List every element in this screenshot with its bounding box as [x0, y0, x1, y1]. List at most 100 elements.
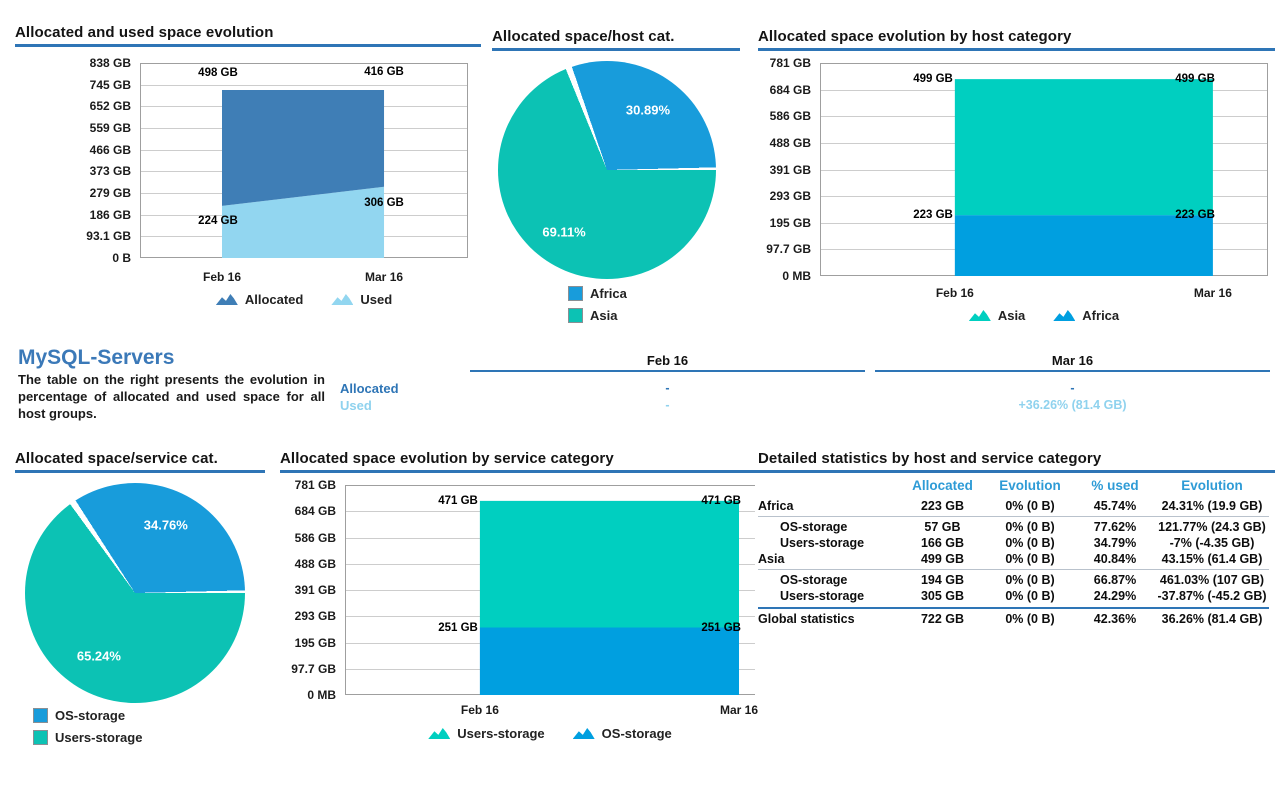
y-axis-tick-label: 93.1 GB — [86, 229, 131, 243]
data-point-label: 498 GB — [198, 66, 238, 79]
area-series-icon — [572, 728, 595, 739]
series-area-allocated — [222, 89, 385, 206]
y-axis-tick-label: 391 GB — [769, 163, 811, 177]
title-underline — [15, 470, 265, 473]
summary-allocated-mar: - — [1070, 381, 1075, 395]
area-series-icon — [428, 728, 451, 739]
y-axis-tick-label: 781 GB — [769, 56, 811, 70]
y-axis-tick-label: 745 GB — [89, 78, 131, 92]
legend-item-os-storage: OS-storage — [572, 726, 672, 741]
data-point-label: 471 GB — [438, 494, 478, 507]
host-category-pie-chart: 30.89% 69.11% Africa Asia — [492, 28, 740, 333]
chart-legend: Allocated Used — [140, 292, 468, 307]
pie-series-swatch — [33, 708, 48, 723]
stats-row: Users-storage 305 GB 0% (0 B) 24.29% -37.87%… — [758, 588, 1269, 604]
series-area-used — [222, 186, 385, 258]
y-axis-tick-label: 279 GB — [89, 186, 131, 200]
chart-legend: OS-storage Users-storage — [33, 708, 142, 745]
stats-cell: 34.79% — [1093, 536, 1137, 550]
legend-item-users-storage: Users-storage — [33, 730, 142, 745]
service-category-area-chart: 781 GB 684 GB 586 GB 488 GB 391 GB 293 GB 195 … — [280, 450, 758, 760]
pie-series-swatch — [568, 308, 583, 323]
area-series-icon — [1053, 310, 1076, 321]
y-axis-tick-label: 488 GB — [769, 136, 811, 150]
section-area-service-category: Allocated space evolution by service cat… — [280, 450, 758, 760]
stats-cell: 194 GB — [920, 573, 965, 587]
y-axis-tick-label: 781 GB — [294, 478, 336, 492]
legend-label: OS-storage — [601, 726, 672, 741]
legend-label: Users-storage — [457, 726, 545, 741]
stats-cell: 40.84% — [1093, 552, 1137, 566]
pie-circle — [25, 483, 245, 703]
title-underline — [758, 470, 1275, 473]
stats-cell: 0% (0 B) — [1005, 536, 1055, 550]
stats-header-evolution: Evolution — [999, 478, 1061, 493]
x-axis-label: Feb 16 — [935, 286, 974, 300]
stats-cell: 66.87% — [1093, 573, 1137, 587]
stats-cell: 722 GB — [920, 612, 965, 626]
stacked-area-series — [479, 500, 740, 695]
stacked-area-series — [954, 79, 1213, 276]
table-title: Detailed statistics by host and service … — [758, 450, 1102, 467]
stats-header--used: % used — [1091, 478, 1139, 493]
legend-label: Asia — [590, 308, 618, 323]
y-axis-tick-label: 195 GB — [769, 216, 811, 230]
summary-row-label-used: Used — [340, 398, 372, 413]
summary-col-underline — [470, 370, 865, 372]
y-axis-tick-label: 391 GB — [294, 583, 336, 597]
y-axis-tick-label: 466 GB — [89, 143, 131, 157]
title-underline — [15, 44, 481, 47]
stats-cell: 24.31% (19.9 GB) — [1161, 499, 1263, 513]
stats-cell: 0% (0 B) — [1005, 573, 1055, 587]
y-axis-tick-label: 488 GB — [294, 557, 336, 571]
y-axis-tick-label: 373 GB — [89, 164, 131, 178]
stats-row-name: OS-storage — [780, 520, 848, 534]
stats-cell: 305 GB — [920, 589, 965, 603]
legend-item-os-storage: OS-storage — [33, 708, 142, 723]
section-pie-service-category: Allocated space/service cat. 34.76% 65.24… — [15, 450, 265, 760]
stats-row: OS-storage 194 GB 0% (0 B) 66.87% 461.03% (1… — [758, 572, 1269, 588]
stats-row-name: OS-storage — [780, 573, 848, 587]
chart-legend: Asia Africa — [820, 308, 1268, 323]
legend-item-allocated: Allocated — [215, 292, 304, 307]
y-axis-tick-label: 838 GB — [89, 56, 131, 70]
allocated-used-area-chart: 838 GB 745 GB 652 GB 559 GB 466 GB 373 GB 279 … — [15, 24, 481, 329]
y-axis-tick-label: 0 MB — [782, 269, 811, 283]
chart-title: Allocated space/service cat. — [15, 450, 218, 467]
legend-label: Asia — [997, 308, 1026, 323]
y-axis-tick-label: 586 GB — [769, 109, 811, 123]
stats-header-name — [758, 478, 900, 498]
pie-percentage-label: 34.76% — [143, 517, 188, 533]
legend-label: Africa — [1082, 308, 1120, 323]
stats-header-evolution: Evolution — [1181, 478, 1243, 493]
stats-cell: 121.77% (24.3 GB) — [1158, 520, 1266, 534]
y-axis-tick-label: 293 GB — [294, 609, 336, 623]
area-series-icon — [215, 294, 238, 305]
pie-series-swatch — [568, 286, 583, 301]
y-axis-tick-label: 586 GB — [294, 531, 336, 545]
x-axis-label: Mar 16 — [365, 270, 404, 284]
stats-cell: -7% (-4.35 GB) — [1169, 536, 1255, 550]
chart-title: Allocated and used space evolution — [15, 24, 274, 41]
host-category-area-chart: 781 GB 684 GB 586 GB 488 GB 391 GB 293 GB 195 … — [758, 28, 1275, 333]
summary-row-label-allocated: Allocated — [340, 381, 399, 396]
stats-row: Global statistics 722 GB 0% (0 B) 42.36% 36.… — [758, 611, 1269, 627]
legend-item-africa: Africa — [568, 286, 627, 301]
summary-paragraph: The table on the right presents the evol… — [18, 372, 325, 421]
y-axis-tick-label: 684 GB — [769, 83, 811, 97]
chart-title: Allocated space evolution by service cat… — [280, 450, 614, 467]
x-axis-label: Feb 16 — [460, 703, 499, 717]
stats-cell: 499 GB — [920, 552, 965, 566]
stats-cell: 42.36% — [1093, 612, 1137, 626]
title-underline — [758, 48, 1275, 51]
service-category-pie-chart: 34.76% 65.24% OS-storage Users-storage — [15, 450, 265, 760]
legend-label: Africa — [590, 286, 627, 301]
y-axis-tick-label: 0 MB — [307, 688, 336, 702]
y-axis-tick-label: 195 GB — [294, 636, 336, 650]
pie-percentage-label: 69.11% — [542, 224, 586, 240]
title-underline — [492, 48, 740, 51]
x-axis-label: Mar 16 — [1193, 286, 1232, 300]
stats-row-name: Users-storage — [780, 589, 865, 603]
y-axis-tick-label: 97.7 GB — [766, 242, 811, 256]
legend-label: Allocated — [244, 292, 304, 307]
